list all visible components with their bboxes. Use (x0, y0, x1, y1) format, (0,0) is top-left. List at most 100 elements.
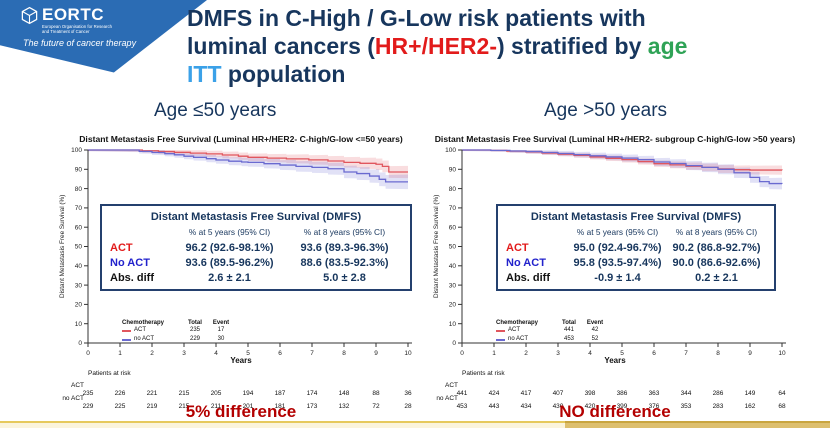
risk-count: 221 (146, 390, 158, 397)
chart-legend: Chemotherapy Total Event ACT 441 42 no ACT 45… (496, 320, 608, 345)
title-line-3: ITT population (187, 61, 346, 87)
x-axis-label: Years (604, 356, 626, 365)
eortc-logo: EORTC European Organisation for Research… (20, 6, 112, 34)
stats-diff-8y: 5.0 ± 2.8 (323, 272, 366, 284)
chart-legend: Chemotherapy Total Event ACT 235 17 no ACT 22… (122, 320, 234, 345)
risk-row-noact: no ACT 229 225 219 215 211 201 181 173 132 72 28 (58, 395, 424, 410)
svg-text:9: 9 (748, 350, 752, 357)
patients-at-risk: Patients at risk ACT 235 226 221 215 205 194 1… (58, 370, 424, 410)
stats-table-title: Distant Metastasis Free Survival (DMFS) (530, 211, 742, 223)
act-line-swatch (122, 330, 131, 333)
stats-act-5y: 95.0 (92.4-96.7%) (573, 242, 662, 254)
risk-count: 386 (616, 390, 628, 397)
risk-row-noact: no ACT 453 443 434 430 420 399 376 353 283 162 68 (432, 395, 798, 410)
svg-text:4: 4 (214, 350, 218, 357)
risk-count: 441 (456, 390, 468, 397)
svg-text:40: 40 (75, 263, 83, 270)
risk-count: 211 (210, 403, 222, 410)
risk-count: 344 (680, 390, 692, 397)
risk-count: 187 (274, 390, 286, 397)
stats-row-noact-label: No ACT (110, 257, 150, 269)
svg-text:80: 80 (75, 186, 83, 193)
risk-count: 424 (488, 390, 500, 397)
risk-count: 64 (778, 390, 786, 397)
risk-count: 229 (82, 403, 94, 410)
stats-col-5y: % at 5 years (95% CI) (576, 227, 659, 237)
risk-count: 283 (712, 403, 724, 410)
svg-text:100: 100 (445, 147, 456, 154)
risk-count: 453 (456, 403, 468, 410)
risk-count: 149 (744, 390, 756, 397)
svg-text:70: 70 (75, 205, 83, 212)
svg-text:7: 7 (684, 350, 688, 357)
stats-row-diff-label: Abs. diff (110, 272, 154, 284)
stats-col-spacer (506, 232, 568, 234)
brand-tagline: The future of cancer therapy (23, 38, 137, 48)
svg-text:6: 6 (278, 350, 282, 357)
stats-row-act-label: ACT (506, 242, 529, 254)
patients-at-risk-label: Patients at risk (462, 370, 505, 377)
stats-col-5y: % at 5 years (95% CI) (188, 227, 271, 237)
risk-count: 72 (372, 403, 380, 410)
svg-text:1: 1 (492, 350, 496, 357)
risk-count: 219 (146, 403, 158, 410)
patients-at-risk: Patients at risk ACT 441 424 417 407 398 386 3… (432, 370, 798, 410)
risk-count: 162 (744, 403, 756, 410)
risk-count: 132 (338, 403, 350, 410)
stats-diff-8y: 0.2 ± 2.1 (695, 272, 738, 284)
patients-at-risk-label: Patients at risk (88, 370, 131, 377)
svg-text:2: 2 (524, 350, 528, 357)
stats-table-title: Distant Metastasis Free Survival (DMFS) (150, 211, 362, 223)
risk-count: 420 (584, 403, 596, 410)
svg-text:100: 100 (71, 147, 82, 154)
risk-count: 235 (82, 390, 94, 397)
stats-col-spacer (110, 232, 172, 234)
stats-noact-8y: 88.6 (83.5-92.3%) (300, 257, 389, 269)
bottom-strip-left (0, 421, 565, 428)
km-plot: 0 10 20 30 40 50 60 70 80 90 100 0 1 2 3 4 5 6 7 8 9 10 (445, 147, 786, 357)
risk-count: 205 (210, 390, 222, 397)
risk-count: 363 (648, 390, 660, 397)
bottom-strip-right (565, 421, 830, 428)
stats-noact-5y: 93.6 (89.5-96.2%) (185, 257, 274, 269)
stats-row-noact-label: No ACT (506, 257, 546, 269)
svg-text:3: 3 (556, 350, 560, 357)
act-line-swatch (496, 330, 505, 333)
risk-count: 28 (404, 403, 412, 410)
svg-text:10: 10 (404, 350, 412, 357)
eortc-banner: EORTC European Organisation for Research… (0, 0, 207, 73)
svg-text:50: 50 (75, 244, 83, 251)
svg-text:90: 90 (75, 167, 83, 174)
risk-row-act: ACT 441 424 417 407 398 386 363 344 286 149 64 (432, 382, 798, 397)
noact-line-swatch (122, 338, 131, 341)
svg-text:0: 0 (78, 340, 82, 347)
dmfs-stats-table: Distant Metastasis Free Survival (DMFS) … (496, 204, 776, 291)
brand-subtitle-line1: European Organisation for Research (42, 24, 112, 29)
stats-noact-8y: 90.0 (86.6-92.6%) (672, 257, 761, 269)
risk-count: 286 (712, 390, 724, 397)
stats-row-act-label: ACT (110, 242, 133, 254)
risk-count: 88 (372, 390, 380, 397)
risk-count: 215 (178, 403, 190, 410)
risk-count: 68 (778, 403, 786, 410)
risk-count: 430 (552, 403, 564, 410)
svg-text:40: 40 (449, 263, 457, 270)
x-axis-label: Years (230, 356, 252, 365)
risk-count: 353 (680, 403, 692, 410)
svg-text:0: 0 (86, 350, 90, 357)
title-line-1: DMFS in C-High / G-Low risk patients wit… (187, 5, 646, 31)
stats-row-diff-label: Abs. diff (506, 272, 550, 284)
risk-count: 181 (274, 403, 286, 410)
svg-text:8: 8 (716, 350, 720, 357)
noact-line-swatch (496, 338, 505, 341)
svg-text:0: 0 (460, 350, 464, 357)
risk-count: 398 (584, 390, 596, 397)
svg-text:50: 50 (449, 244, 457, 251)
stats-diff-5y: -0.9 ± 1.4 (594, 272, 641, 284)
risk-count: 443 (488, 403, 500, 410)
stats-diff-5y: 2.6 ± 2.1 (208, 272, 251, 284)
svg-text:90: 90 (449, 167, 457, 174)
difference-caption: 5% difference (185, 402, 297, 421)
svg-text:4: 4 (588, 350, 592, 357)
svg-text:20: 20 (75, 302, 83, 309)
